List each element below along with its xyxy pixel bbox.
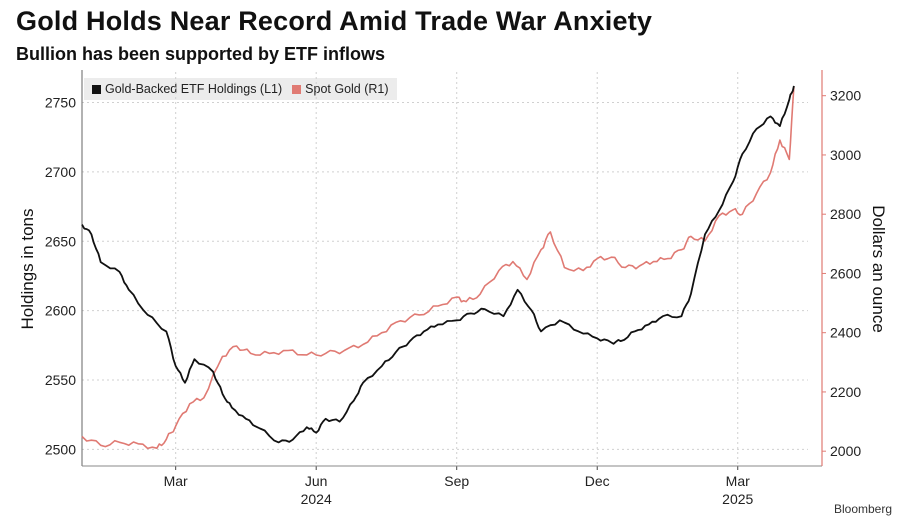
left-axis-tick-label: 2750 (45, 95, 76, 111)
right-axis-tick-label: 3200 (830, 88, 861, 104)
x-axis-tick-label: Mar (726, 473, 750, 489)
legend-label-etf: Gold-Backed ETF Holdings (L1) (105, 82, 283, 96)
right-axis-tick-label: 3000 (830, 147, 861, 163)
x-axis-tick-label: Dec (585, 473, 610, 489)
x-axis-year-label: 2025 (722, 491, 753, 507)
left-axis-tick-label: 2600 (45, 303, 76, 319)
left-axis-title: Holdings in tons (18, 209, 37, 330)
legend-swatch-spot-gold (292, 84, 302, 94)
x-axis-tick-label: Mar (164, 473, 188, 489)
watermark: Bloomberg (833, 502, 892, 516)
legend-item-spot-gold: Spot Gold (R1) (292, 82, 389, 96)
left-axis-tick-label: 2550 (45, 372, 76, 388)
x-axis-year-label: 2024 (301, 491, 332, 507)
chart-title: Gold Holds Near Record Amid Trade War An… (16, 6, 653, 36)
right-axis-tick-label: 2000 (830, 443, 861, 459)
left-axis-tick-label: 2500 (45, 441, 76, 457)
legend: Gold-Backed ETF Holdings (L1) Spot Gold … (84, 78, 397, 100)
x-axis-tick-label: Jun (305, 473, 328, 489)
x-axis-tick-label: Sep (444, 473, 469, 489)
legend-label-spot-gold: Spot Gold (R1) (305, 82, 389, 96)
right-axis-tick-label: 2600 (830, 265, 861, 281)
right-axis-title: Dollars an ounce (869, 205, 888, 333)
series-line-etf-holdings (81, 85, 795, 444)
legend-item-etf: Gold-Backed ETF Holdings (L1) (92, 82, 282, 96)
legend-swatch-etf (92, 84, 101, 94)
right-axis-tick-label: 2400 (830, 325, 861, 341)
left-axis-tick-label: 2700 (45, 164, 76, 180)
right-axis-tick-label: 2200 (830, 384, 861, 400)
series-line-spot-gold (81, 86, 795, 450)
chart-subtitle: Bullion has been supported by ETF inflow… (16, 44, 386, 64)
left-axis-tick-label: 2650 (45, 233, 76, 249)
right-axis-tick-label: 2800 (830, 206, 861, 222)
